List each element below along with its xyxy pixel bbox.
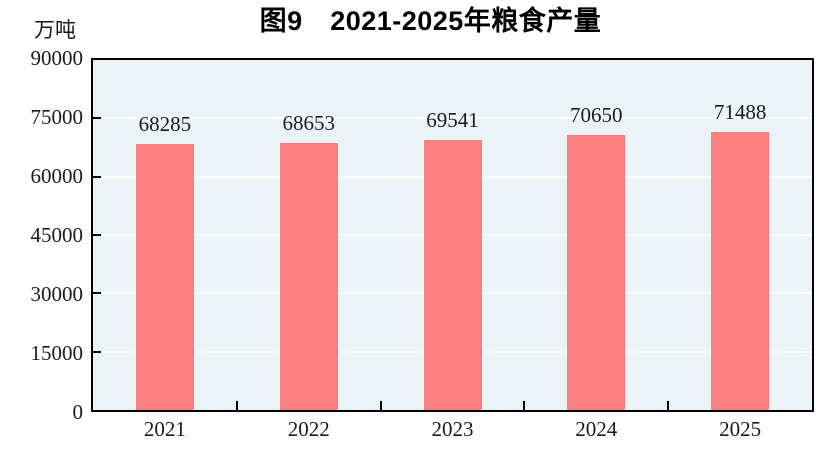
x-axis-tick-label: 2025 [719,417,762,441]
y-axis-tick-labels: 0 15000 30000 45000 60000 75000 90000 [0,0,84,455]
bar [567,135,626,410]
x-axis-tick-label: 2022 [287,417,330,441]
gridline [93,117,812,120]
plot-area: 68285 68653 69541 70650 71488 [91,58,814,412]
y-axis-tick-label: 30000 [30,282,84,306]
bar-value-label: 71488 [713,100,767,124]
bar-value-label: 68285 [138,112,192,137]
y-axis-tick-label: 0 [72,400,84,424]
y-axis-tick-label: 45000 [30,223,84,247]
y-tick-mark [93,292,101,295]
y-axis-unit-label: 万吨 [34,18,76,42]
bar [135,144,194,410]
y-tick-mark [93,234,101,236]
x-axis-tick-label: 2021 [143,417,186,441]
bar-value-label: 70650 [570,103,623,128]
x-tick-mark [667,401,670,410]
y-axis-tick-label: 60000 [30,164,84,188]
x-tick-mark [379,401,382,410]
y-axis-tick-label: 90000 [30,46,84,70]
x-tick-mark [523,401,526,410]
x-tick-mark [235,401,238,410]
bar-value-label: 69541 [426,107,479,132]
bar [423,139,482,410]
bar-value-label: 68653 [282,111,335,136]
bar [279,143,338,410]
y-tick-mark [93,350,101,353]
bar [711,132,770,410]
y-tick-mark [93,117,101,120]
y-axis-tick-label: 75000 [30,105,84,129]
y-tick-mark [93,175,101,178]
y-axis-tick-label: 15000 [30,341,84,365]
x-axis-tick-label: 2024 [575,417,618,441]
chart-title: 图9 2021-2025年粮食产量 [259,6,602,36]
x-axis-tick-label: 2023 [431,417,474,441]
